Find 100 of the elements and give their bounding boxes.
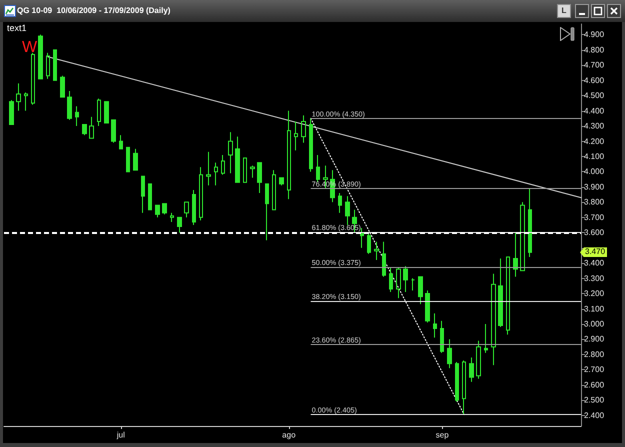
candlestick	[184, 202, 189, 218]
y-tick-label: 4.600	[584, 76, 605, 85]
y-tick-label: 3.700	[584, 212, 605, 222]
candlestick	[279, 177, 284, 186]
candlestick	[89, 116, 94, 139]
candlestick	[126, 146, 130, 172]
y-tick-label: 3.100	[584, 304, 605, 314]
chart-title: QG 10-09 10/06/2009 - 17/09/2009 (Daily)	[17, 6, 170, 16]
candlestick	[374, 241, 379, 261]
y-tick-label: 2.600	[584, 380, 605, 390]
y-tick-label: 4.300	[584, 122, 605, 131]
y-tick-label: 2.500	[584, 396, 605, 405]
candlestick	[177, 216, 182, 234]
candlestick	[345, 196, 350, 226]
x-tick-label: jul	[116, 430, 126, 440]
candlestick	[418, 276, 423, 305]
candlestick	[469, 356, 474, 382]
candlestick	[119, 134, 123, 150]
candlestick	[155, 204, 160, 218]
candlestick	[301, 114, 306, 144]
candlestick	[389, 267, 393, 292]
candlestick	[111, 119, 116, 144]
candlestick	[60, 75, 65, 98]
candlestick	[447, 338, 452, 369]
candlestick	[294, 120, 298, 151]
candlestick	[484, 323, 488, 354]
candlestick	[338, 192, 342, 214]
annotation: text1	[7, 22, 27, 32]
candlestick	[272, 170, 276, 210]
candlestick	[214, 162, 218, 186]
candlestick	[396, 267, 401, 299]
candlestick	[462, 360, 466, 416]
candlestick	[455, 362, 459, 402]
y-tick-label: 4.500	[584, 91, 605, 100]
candlestick	[97, 98, 101, 127]
y-tick-label: 3.600	[584, 228, 605, 238]
candlestick	[24, 92, 28, 112]
candlestick	[38, 34, 43, 80]
annotation: W	[22, 39, 38, 56]
candlestick	[228, 132, 233, 174]
y-tick-label: 3.800	[584, 198, 605, 207]
button: L	[557, 4, 571, 18]
candlestick	[16, 82, 21, 112]
candlestick	[309, 118, 313, 172]
y-tick-label: 3.300	[584, 274, 605, 283]
candlestick	[75, 106, 79, 127]
x-tick-label: sep	[436, 430, 450, 440]
y-tick-label: 2.800	[584, 350, 605, 359]
candlestick	[316, 154, 320, 183]
candlestick	[403, 266, 408, 292]
y-tick-label: 4.700	[584, 60, 605, 70]
candlestick	[250, 165, 255, 178]
candlestick	[528, 188, 532, 258]
y-tick-label: 2.900	[584, 334, 605, 344]
y-tick-label: 4.100	[584, 152, 605, 161]
candlestick	[513, 232, 518, 278]
candlestick	[491, 273, 496, 366]
candlestick	[411, 278, 415, 291]
candlestick	[221, 154, 225, 176]
candlestick	[148, 183, 152, 210]
candlestick	[265, 183, 269, 241]
candlestick	[476, 340, 481, 380]
candlestick	[440, 320, 444, 354]
candlestick	[9, 100, 14, 125]
x-tick-label: ago	[282, 430, 296, 440]
y-tick-label: 4.900	[584, 30, 605, 40]
candlestick	[67, 90, 72, 120]
y-tick-label: 3.000	[584, 319, 605, 328]
y-tick-label: 2.700	[584, 365, 605, 374]
candlestick	[520, 202, 525, 272]
y-tick-label: 3.900	[584, 182, 605, 192]
candlestick	[506, 256, 510, 336]
candlestick	[46, 52, 50, 80]
y-tick-label: 4.800	[584, 45, 605, 54]
y-tick-label: 3.400	[584, 258, 605, 268]
candlestick	[141, 176, 145, 214]
candlestick	[192, 189, 196, 226]
candlestick	[104, 101, 109, 124]
candlestick	[31, 52, 35, 106]
candlestick	[257, 162, 262, 194]
candlestick	[498, 258, 503, 328]
candlestick	[199, 166, 203, 221]
candlestick	[162, 203, 167, 215]
candlestick	[133, 148, 138, 171]
candlestick	[360, 228, 364, 248]
candlestick	[382, 241, 386, 278]
y-tick-label: 2.400	[584, 410, 605, 420]
candlestick	[82, 124, 87, 136]
y-tick-label: 3.200	[584, 289, 605, 298]
y-tick-label: 4.400	[584, 106, 605, 116]
candlestick	[433, 312, 437, 338]
candlestick	[287, 110, 291, 200]
candlestick	[53, 49, 57, 81]
annotation: 3.470	[580, 247, 608, 258]
candlestick	[170, 212, 174, 222]
candlestick	[367, 232, 371, 254]
y-tick-label: 4.200	[584, 136, 605, 146]
y-tick-label: 4.000	[584, 167, 605, 176]
candlestick	[243, 158, 247, 183]
candlestick	[425, 290, 430, 323]
